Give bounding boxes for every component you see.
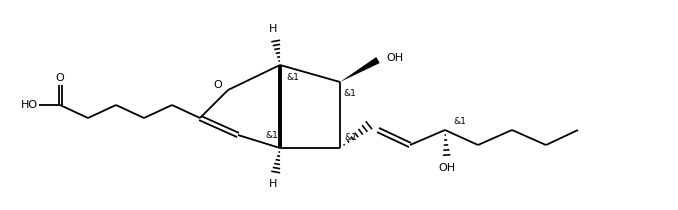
Text: OH: OH (439, 163, 456, 173)
Polygon shape (340, 57, 380, 82)
Text: &1: &1 (344, 134, 357, 143)
Text: OH: OH (386, 53, 403, 63)
Text: O: O (56, 73, 64, 83)
Text: &1: &1 (286, 72, 299, 81)
Text: &1: &1 (265, 131, 278, 140)
Text: O: O (214, 80, 222, 90)
Text: &1: &1 (453, 118, 466, 126)
Text: H: H (268, 24, 277, 34)
Text: &1: &1 (343, 89, 356, 98)
Text: HO: HO (21, 100, 38, 110)
Text: H: H (268, 179, 277, 189)
